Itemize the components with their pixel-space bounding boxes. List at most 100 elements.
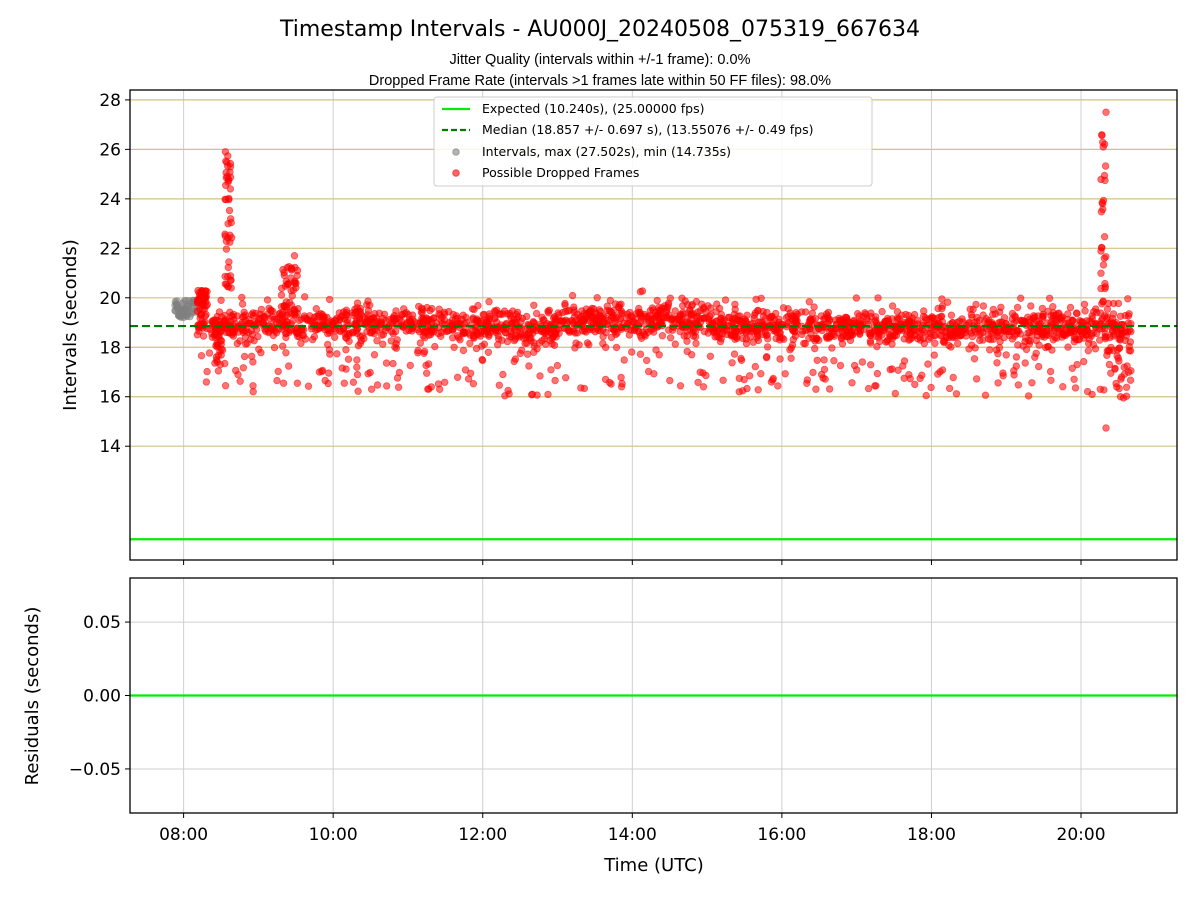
dropped-frame-point [280, 301, 289, 310]
dropped-frame-point [1057, 316, 1065, 325]
dropped-frame-point [699, 383, 708, 391]
dropped-frame-point [1073, 360, 1081, 369]
dropped-frame-point [1127, 367, 1135, 375]
dropped-frame-point [373, 381, 382, 389]
dropped-frame-point [825, 385, 834, 393]
dropped-frame-point [743, 384, 751, 393]
dropped-frame-point [1049, 336, 1057, 344]
dropped-frame-point [562, 316, 570, 324]
dropped-frame-point [308, 335, 317, 344]
dropped-frame-point [965, 345, 973, 353]
dropped-frame-point [1124, 295, 1132, 303]
dropped-frame-point [353, 356, 361, 364]
dropped-frame-point [838, 315, 847, 324]
dropped-frame-point [1024, 329, 1032, 337]
dropped-frame-point [994, 379, 1002, 387]
dropped-frame-point [878, 307, 886, 316]
dropped-frame-point [1071, 327, 1079, 335]
dropped-frame-point [693, 314, 701, 322]
dropped-frame-point [752, 295, 760, 303]
dropped-frame-point [721, 296, 730, 304]
dropped-frame-point [778, 334, 786, 342]
dropped-frame-point [678, 294, 686, 302]
dropped-frame-point [1098, 131, 1106, 139]
dropped-frame-point [734, 316, 742, 325]
chart-subtitle-jitter: Jitter Quality (intervals within +/-1 fr… [450, 52, 751, 68]
dropped-frame-point [1109, 346, 1117, 355]
interval-point [187, 299, 195, 307]
dropped-frame-point [1098, 138, 1107, 146]
legend-dropped-swatch [452, 169, 460, 177]
dropped-frame-point [342, 346, 350, 354]
dropped-frame-point [530, 348, 538, 356]
y-tick-label-bottom: 0.00 [83, 687, 121, 707]
y-tick-label-top: 24 [99, 190, 121, 210]
dropped-frame-point [993, 359, 1001, 367]
dropped-frame-point [1101, 176, 1109, 185]
dropped-frame-point [547, 366, 555, 374]
dropped-frame-point [1071, 384, 1080, 392]
dropped-frame-point [805, 317, 814, 325]
dropped-frame-point [913, 316, 922, 324]
dropped-frame-point [226, 185, 235, 193]
dropped-frame-point [450, 343, 458, 351]
dropped-frame-point [288, 317, 297, 325]
dropped-frame-point [343, 318, 351, 327]
intervals-reference-lines [130, 324, 1177, 541]
dropped-frame-point [221, 148, 230, 156]
legend-median-label: Median (18.857 +/- 0.697 s), (13.55076 +… [482, 122, 813, 137]
dropped-frame-point [385, 316, 393, 324]
dropped-frame-point [658, 332, 667, 340]
y-tick-label-top: 26 [99, 140, 121, 160]
dropped-frame-point [1060, 331, 1068, 339]
y-tick-label-top: 16 [99, 388, 121, 408]
dropped-frame-point [683, 332, 691, 340]
dropped-frame-point [803, 379, 811, 387]
dropped-frame-point [221, 382, 230, 390]
dropped-frame-point [918, 371, 926, 379]
dropped-frame-point [835, 329, 843, 337]
dropped-frame-point [261, 314, 269, 322]
dropped-frame-point [1121, 336, 1129, 345]
dropped-frame-point [310, 313, 318, 322]
dropped-frame-point [370, 351, 379, 359]
dropped-frame-point [700, 327, 709, 336]
dropped-frame-point [925, 335, 933, 343]
dropped-frame-point [828, 344, 836, 352]
dropped-frame-point [217, 340, 225, 349]
dropped-frame-point [986, 346, 994, 354]
x-tick-label: 16:00 [757, 825, 806, 845]
dropped-frame-point [203, 367, 211, 376]
dropped-frame-point [551, 328, 560, 337]
dropped-frame-point [236, 377, 244, 385]
dropped-frame-point [803, 325, 811, 334]
dropped-frame-point [440, 308, 448, 316]
dropped-frame-point [1102, 333, 1110, 341]
dropped-frame-point [716, 337, 725, 346]
dropped-frame-point [979, 302, 988, 310]
dropped-frame-point [654, 310, 663, 318]
dropped-frame-point [423, 369, 431, 377]
dropped-frame-point [588, 312, 596, 320]
dropped-frame-point [1109, 299, 1118, 308]
dropped-frame-point [470, 305, 478, 314]
dropped-frame-point [224, 175, 232, 183]
dropped-frame-point [813, 356, 821, 364]
dropped-frame-point [831, 316, 840, 324]
dropped-frame-point [602, 328, 610, 337]
dropped-frame-point [606, 296, 615, 305]
dropped-frame-point [249, 382, 257, 390]
dropped-frame-point [580, 310, 588, 318]
dropped-frame-point [518, 346, 526, 354]
dropped-frame-point [455, 334, 463, 342]
dropped-frame-point [282, 349, 290, 357]
dropped-frame-point [1016, 330, 1025, 338]
dropped-frame-point [484, 348, 493, 356]
dropped-frame-point [224, 263, 232, 272]
dropped-frame-point [742, 339, 751, 348]
dropped-frame-point [282, 333, 290, 342]
dropped-frame-point [1089, 308, 1098, 316]
dropped-frame-point [784, 305, 792, 313]
legend-intervals-swatch [452, 148, 460, 156]
dropped-frame-point [602, 343, 610, 352]
